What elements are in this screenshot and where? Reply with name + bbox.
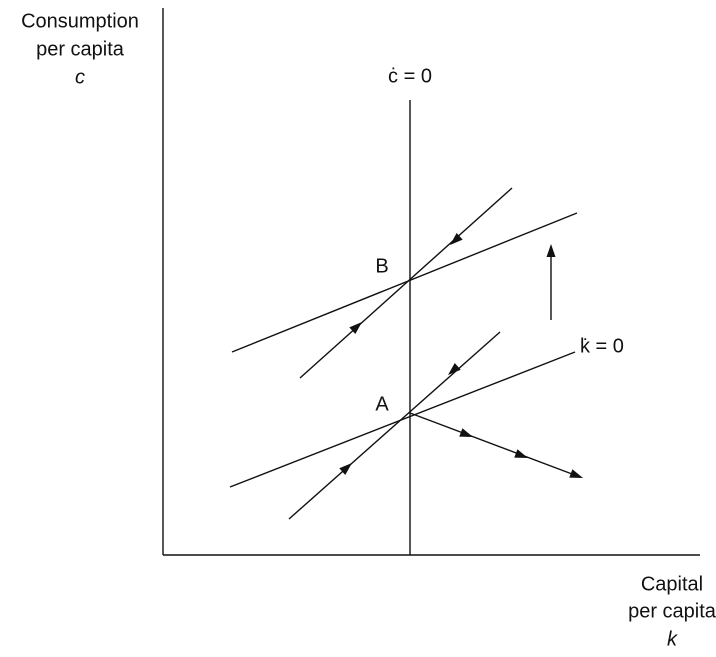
point-label: A — [375, 393, 389, 415]
arrowhead — [514, 449, 528, 458]
x-axis-label: k — [667, 628, 678, 650]
arrowhead — [459, 428, 473, 437]
arrowhead — [339, 463, 352, 475]
x-axis-label: per capita — [628, 600, 716, 622]
arrowheads — [339, 232, 583, 478]
shifted-k-dot-locus — [231, 212, 578, 353]
arrowhead — [450, 232, 463, 245]
arrowhead — [569, 469, 583, 478]
y-axis-label: per capita — [36, 38, 125, 60]
k-dot-label: k̇ = 0 — [580, 335, 624, 357]
saddle-path-b — [299, 187, 513, 379]
k-dot-locus — [229, 351, 576, 488]
arrowhead — [546, 244, 556, 257]
saddle-path-a — [288, 331, 501, 520]
arrowhead — [349, 322, 362, 335]
arrowhead — [448, 363, 461, 375]
point-label: B — [375, 255, 388, 277]
diverging-path — [409, 412, 581, 478]
x-axis-label: Capital — [641, 573, 703, 595]
y-axis-label: Consumption — [21, 10, 139, 32]
c-dot-label: ċ = 0 — [388, 65, 432, 87]
y-axis-label: c — [75, 66, 85, 88]
